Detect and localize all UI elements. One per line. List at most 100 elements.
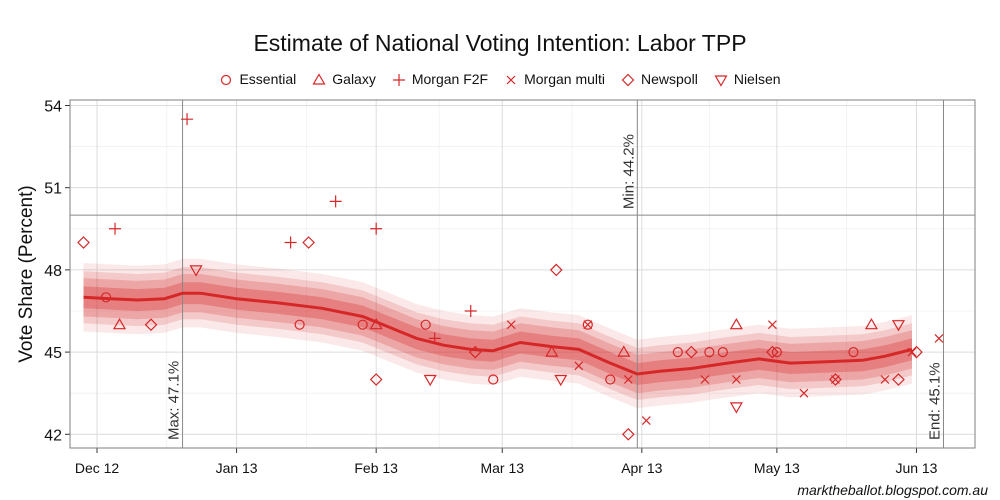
poll-point-newspoll xyxy=(892,373,905,386)
x-tick-label: Apr 13 xyxy=(621,460,662,476)
legend-item-morgan-multi: Morgan multi xyxy=(504,71,605,87)
reference-label: Max: 47.1% xyxy=(166,361,183,440)
legend-label: Morgan F2F xyxy=(411,71,489,88)
poll-point-morgan-f2f xyxy=(109,222,122,235)
x-tick-label: Mar 13 xyxy=(480,460,524,476)
poll-point-morgan-multi xyxy=(583,320,593,330)
plot-panel xyxy=(70,100,975,448)
legend-item-galaxy: Galaxy xyxy=(312,71,376,87)
legend-marker-nielsen xyxy=(714,75,728,88)
legend-label: Galaxy xyxy=(332,71,376,88)
poll-point-newspoll xyxy=(684,345,698,359)
poll-point-morgan-multi xyxy=(506,320,516,330)
legend-marker-morgan-multi xyxy=(506,76,516,85)
reference-label: End: 45.1% xyxy=(926,362,943,440)
legend-marker-essential xyxy=(221,75,232,86)
poll-point-essential xyxy=(100,292,112,303)
poll-point-morgan-multi xyxy=(700,375,710,384)
poll-point-nielsen xyxy=(554,374,568,387)
poll-point-nielsen xyxy=(423,374,437,387)
poll-point-newspoll xyxy=(144,318,158,332)
poll-point-newspoll xyxy=(910,345,923,359)
x-tick-label: May 13 xyxy=(754,460,800,476)
legend-symbol xyxy=(621,74,635,87)
confidence-band-80 xyxy=(83,282,912,385)
x-tick-label: Jan 13 xyxy=(216,460,258,476)
source-credit: marktheballot.blogspot.com.au xyxy=(797,482,988,498)
trend-line xyxy=(83,291,913,376)
poll-point-morgan-multi xyxy=(907,347,917,357)
poll-point-nielsen xyxy=(729,402,743,414)
confidence-band-99 xyxy=(83,258,912,409)
poll-point-morgan-multi xyxy=(623,375,633,384)
poll-point-essential xyxy=(848,346,859,358)
poll-point-galaxy xyxy=(864,317,878,330)
poll-point-nielsen xyxy=(891,320,905,332)
legend-symbol xyxy=(312,73,326,86)
reference-label: Min: 44.2% xyxy=(620,134,637,209)
poll-point-essential xyxy=(420,319,431,330)
legend-label: Newspoll xyxy=(641,71,698,88)
y-axis-label: Vote Share (Percent) xyxy=(16,185,37,362)
poll-point-newspoll xyxy=(829,373,842,386)
poll-point-galaxy xyxy=(369,317,383,330)
poll-point-essential xyxy=(294,319,305,330)
poll-point-newspoll xyxy=(302,236,315,249)
legend-item-newspoll: Newspoll xyxy=(621,71,698,87)
poll-point-newspoll xyxy=(468,345,482,359)
legend-item-morgan-f2f: Morgan F2F xyxy=(392,71,488,87)
y-tick-label: 42 xyxy=(44,427,62,444)
legend-label: Nielsen xyxy=(733,71,781,88)
poll-point-morgan-f2f xyxy=(370,222,383,235)
poll-point-galaxy xyxy=(112,317,127,330)
poll-point-galaxy xyxy=(545,345,559,357)
poll-point-morgan-multi xyxy=(880,375,890,384)
poll-point-morgan-multi xyxy=(934,333,944,343)
poll-point-newspoll xyxy=(549,263,563,277)
poll-point-nielsen xyxy=(189,265,203,277)
legend-label: Morgan multi xyxy=(524,71,606,88)
legend-marker-morgan-f2f xyxy=(392,74,405,87)
poll-point-morgan-f2f xyxy=(181,113,194,126)
x-tick-label: Feb 13 xyxy=(354,460,398,476)
poll-point-morgan-f2f xyxy=(428,332,441,345)
legend-symbol xyxy=(714,75,728,88)
poll-point-galaxy xyxy=(729,317,743,330)
poll-point-essential xyxy=(704,346,715,358)
poll-point-morgan-f2f xyxy=(284,236,297,249)
x-tick-label: Jun 13 xyxy=(895,460,937,476)
x-tick-label: Dec 12 xyxy=(75,460,120,476)
chart-legend: Essential Galaxy Morgan F2F Morgan multi New… xyxy=(0,70,1000,87)
poll-point-essential xyxy=(582,319,593,330)
legend-symbol xyxy=(392,74,405,87)
poll-point-morgan-f2f xyxy=(464,304,477,317)
y-tick-label: 48 xyxy=(44,263,62,280)
poll-point-morgan-multi xyxy=(731,375,741,384)
poll-point-morgan-f2f xyxy=(329,195,342,208)
legend-marker-newspoll xyxy=(621,74,635,87)
poll-point-essential xyxy=(771,346,782,358)
poll-point-newspoll xyxy=(77,236,90,249)
legend-symbol xyxy=(221,75,232,86)
legend-symbol xyxy=(506,76,516,85)
legend-item-nielsen: Nielsen xyxy=(714,71,781,87)
poll-point-morgan-multi xyxy=(574,361,584,371)
poll-point-essential xyxy=(357,319,368,330)
poll-point-essential xyxy=(605,374,616,385)
poll-point-essential xyxy=(672,346,683,358)
poll-point-newspoll xyxy=(766,345,779,359)
legend-label: Essential xyxy=(239,71,297,88)
poll-point-newspoll xyxy=(621,427,635,441)
legend-item-essential: Essential xyxy=(219,71,296,87)
poll-point-essential xyxy=(488,374,499,385)
chart-title: Estimate of National Voting Intention: L… xyxy=(253,30,747,56)
y-tick-label: 45 xyxy=(44,345,62,362)
y-tick-label: 51 xyxy=(44,181,62,198)
poll-point-essential xyxy=(717,346,728,358)
poll-point-morgan-multi xyxy=(767,320,777,330)
poll-point-newspoll xyxy=(369,373,383,386)
legend-marker-galaxy xyxy=(312,73,326,86)
poll-point-morgan-multi xyxy=(641,416,651,426)
